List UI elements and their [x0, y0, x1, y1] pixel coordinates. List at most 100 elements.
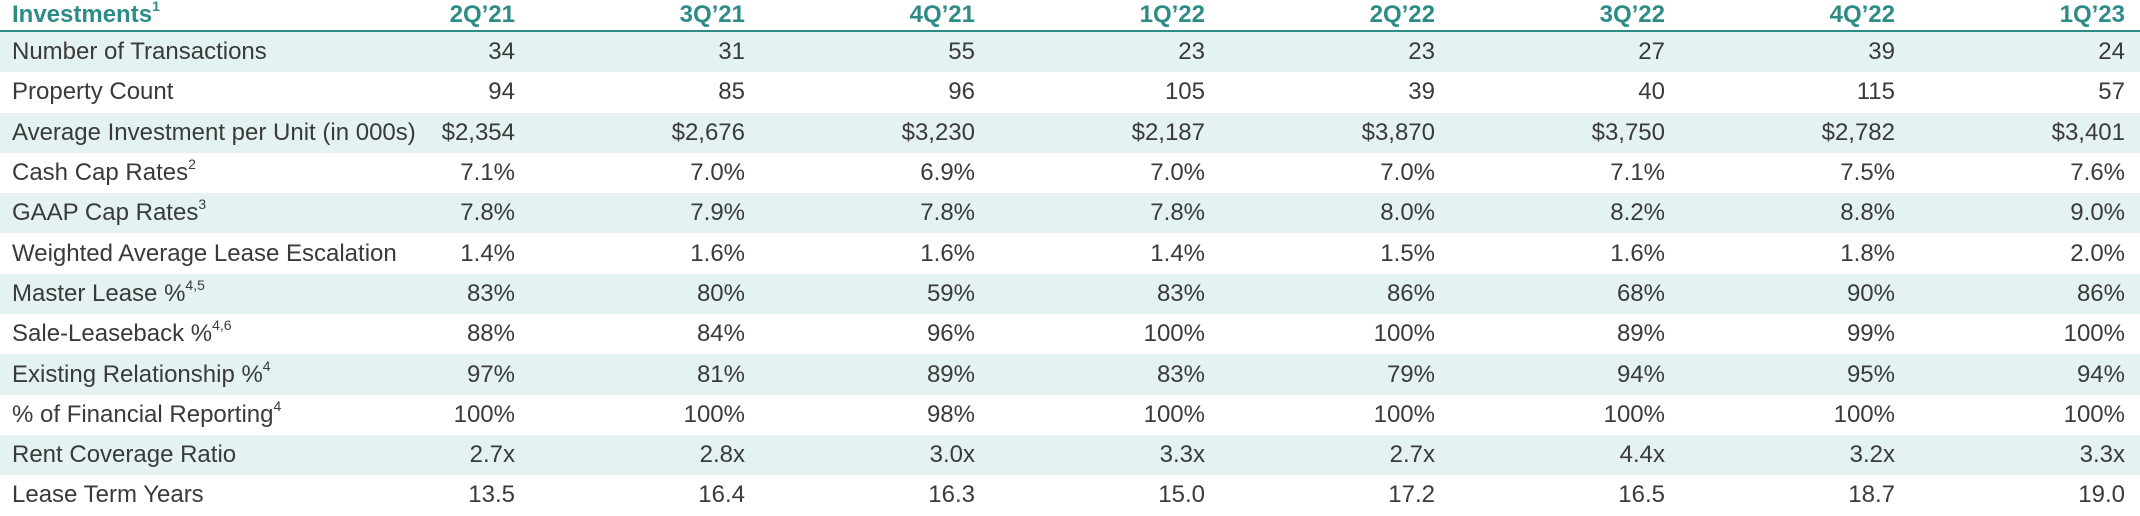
- table-cell: 39: [1408, 78, 1435, 106]
- table-cell: 2.8x: [699, 441, 745, 469]
- footnote-ref: 4: [262, 357, 271, 374]
- table-cell: 59%: [926, 279, 975, 307]
- table-cell: 86%: [2076, 279, 2125, 307]
- row-label-text: Rent Coverage Ratio: [12, 441, 237, 469]
- table-cell: 34: [488, 38, 515, 66]
- row-label-text: GAAP Cap Rates: [12, 199, 199, 227]
- table-cell: 90%: [1846, 279, 1895, 307]
- table-cell: 8.0%: [1380, 199, 1435, 227]
- table-cell: 96: [948, 78, 975, 106]
- row-label: Sale-Leaseback %4,6: [0, 317, 285, 348]
- table-cell: 3.2x: [1849, 441, 1895, 469]
- table-cell: 1.6%: [920, 239, 975, 267]
- table-cell: 100%: [1833, 400, 1895, 428]
- table-cell: 100%: [1373, 400, 1435, 428]
- column-header: 4Q’22: [1829, 1, 1895, 28]
- table-row: Average Investment per Unit (in 000s) $2,…: [0, 112, 2140, 153]
- table-cell: 83%: [466, 279, 515, 307]
- table-cell: 94%: [1616, 360, 1665, 388]
- column-header: 3Q’22: [1599, 1, 1665, 28]
- table-cell: 89%: [1616, 320, 1665, 348]
- row-label-text: Weighted Average Lease Escalation: [12, 239, 397, 267]
- footnote-ref: 4: [273, 397, 282, 414]
- table-cell: 100%: [1603, 400, 1665, 428]
- table-cell: 81%: [696, 360, 745, 388]
- table-cell: 2.7x: [469, 441, 515, 469]
- table-cell: 7.0%: [1380, 159, 1435, 187]
- row-label: Number of Transactions: [0, 38, 285, 66]
- table-cell: 115: [1856, 78, 1895, 106]
- table-row: Number of Transactions 34 31 55 23 23 27 39 24: [0, 32, 2140, 73]
- table-cell: 3.0x: [929, 441, 975, 469]
- column-header: 4Q’21: [909, 1, 975, 28]
- table-cell: 79%: [1386, 360, 1435, 388]
- table-cell: 16.5: [1618, 481, 1665, 509]
- table-cell: 85: [718, 78, 745, 106]
- row-label-text: Sale-Leaseback %: [12, 320, 213, 348]
- table-cell: 83%: [1156, 360, 1205, 388]
- row-label: GAAP Cap Rates3: [0, 196, 285, 227]
- table-cell: 94: [488, 78, 515, 106]
- table-cell: $3,401: [2051, 118, 2125, 146]
- table-cell: 7.8%: [460, 199, 515, 227]
- table-cell: 1.5%: [1380, 239, 1435, 267]
- table-cell: 9.0%: [2070, 199, 2125, 227]
- header-row: Investments1 2Q’21 3Q’21 4Q’21 1Q’22 2Q’22 3Q’…: [0, 0, 2140, 32]
- table-cell: 100%: [453, 400, 515, 428]
- table-row: Lease Term Years 13.5 16.4 16.3 15.0 17.2 16.5…: [0, 475, 2140, 515]
- table-cell: 100%: [1373, 320, 1435, 348]
- row-label-text: Master Lease %: [12, 279, 186, 307]
- table-cell: 40: [1638, 78, 1665, 106]
- table-cell: 100%: [683, 400, 745, 428]
- column-header: 2Q’22: [1369, 1, 1435, 28]
- footnote-ref: 2: [188, 156, 196, 173]
- table-cell: $3,230: [901, 118, 975, 146]
- table-cell: 23: [1178, 38, 1205, 66]
- table-cell: 8.8%: [1840, 199, 1895, 227]
- table-cell: 6.9%: [920, 159, 975, 187]
- table-cell: 7.9%: [690, 199, 745, 227]
- table-row: Existing Relationship %4 97% 81% 89% 83% 79% 9…: [0, 354, 2140, 395]
- table-cell: 100%: [1143, 400, 1205, 428]
- footnote-ref: 3: [198, 196, 207, 213]
- table-cell: $2,676: [671, 118, 745, 146]
- table-cell: 15.0: [1158, 481, 1205, 509]
- row-label-text: Cash Cap Rates: [12, 159, 189, 187]
- table-cell: 19.0: [2078, 481, 2125, 509]
- column-header: 1Q’22: [1139, 1, 1205, 28]
- table-cell: 1.8%: [1840, 239, 1895, 267]
- table-cell: $2,782: [1821, 118, 1895, 146]
- column-header: 2Q’21: [449, 1, 515, 28]
- column-header: 1Q’23: [2059, 1, 2125, 28]
- table-cell: 80%: [696, 279, 745, 307]
- table-cell: 7.8%: [920, 199, 975, 227]
- table-cell: $2,354: [441, 118, 515, 146]
- table-cell: 105: [1164, 78, 1205, 106]
- footnote-ref: 4,5: [185, 276, 205, 293]
- header-label: Investments1: [0, 0, 285, 29]
- table-cell: 18.7: [1848, 481, 1895, 509]
- table-cell: 7.0%: [1150, 159, 1205, 187]
- table-cell: 89%: [926, 360, 975, 388]
- footnote-ref: 1: [152, 0, 160, 14]
- row-label: Property Count: [0, 78, 285, 106]
- table-cell: 1.6%: [690, 239, 745, 267]
- table-cell: 7.8%: [1150, 199, 1205, 227]
- table-cell: 83%: [1156, 279, 1205, 307]
- table-cell: 17.2: [1388, 481, 1435, 509]
- table-cell: 88%: [466, 320, 515, 348]
- footnote-ref: 4,6: [212, 317, 232, 334]
- table-cell: 98%: [926, 400, 975, 428]
- table-row: Property Count 94 85 96 105 39 40 115 57: [0, 72, 2140, 112]
- table-cell: 100%: [2063, 400, 2125, 428]
- table-cell: 27: [1638, 38, 1665, 66]
- row-label-text: Average Investment per Unit (in 000s): [12, 118, 416, 146]
- table-cell: 100%: [2063, 320, 2125, 348]
- table-cell: 4.4x: [1619, 441, 1665, 469]
- table-cell: 7.6%: [2070, 159, 2125, 187]
- row-label: Cash Cap Rates2: [0, 156, 285, 187]
- table-cell: 95%: [1846, 360, 1895, 388]
- row-label-text: % of Financial Reporting: [12, 400, 274, 428]
- row-label-text: Number of Transactions: [12, 38, 267, 66]
